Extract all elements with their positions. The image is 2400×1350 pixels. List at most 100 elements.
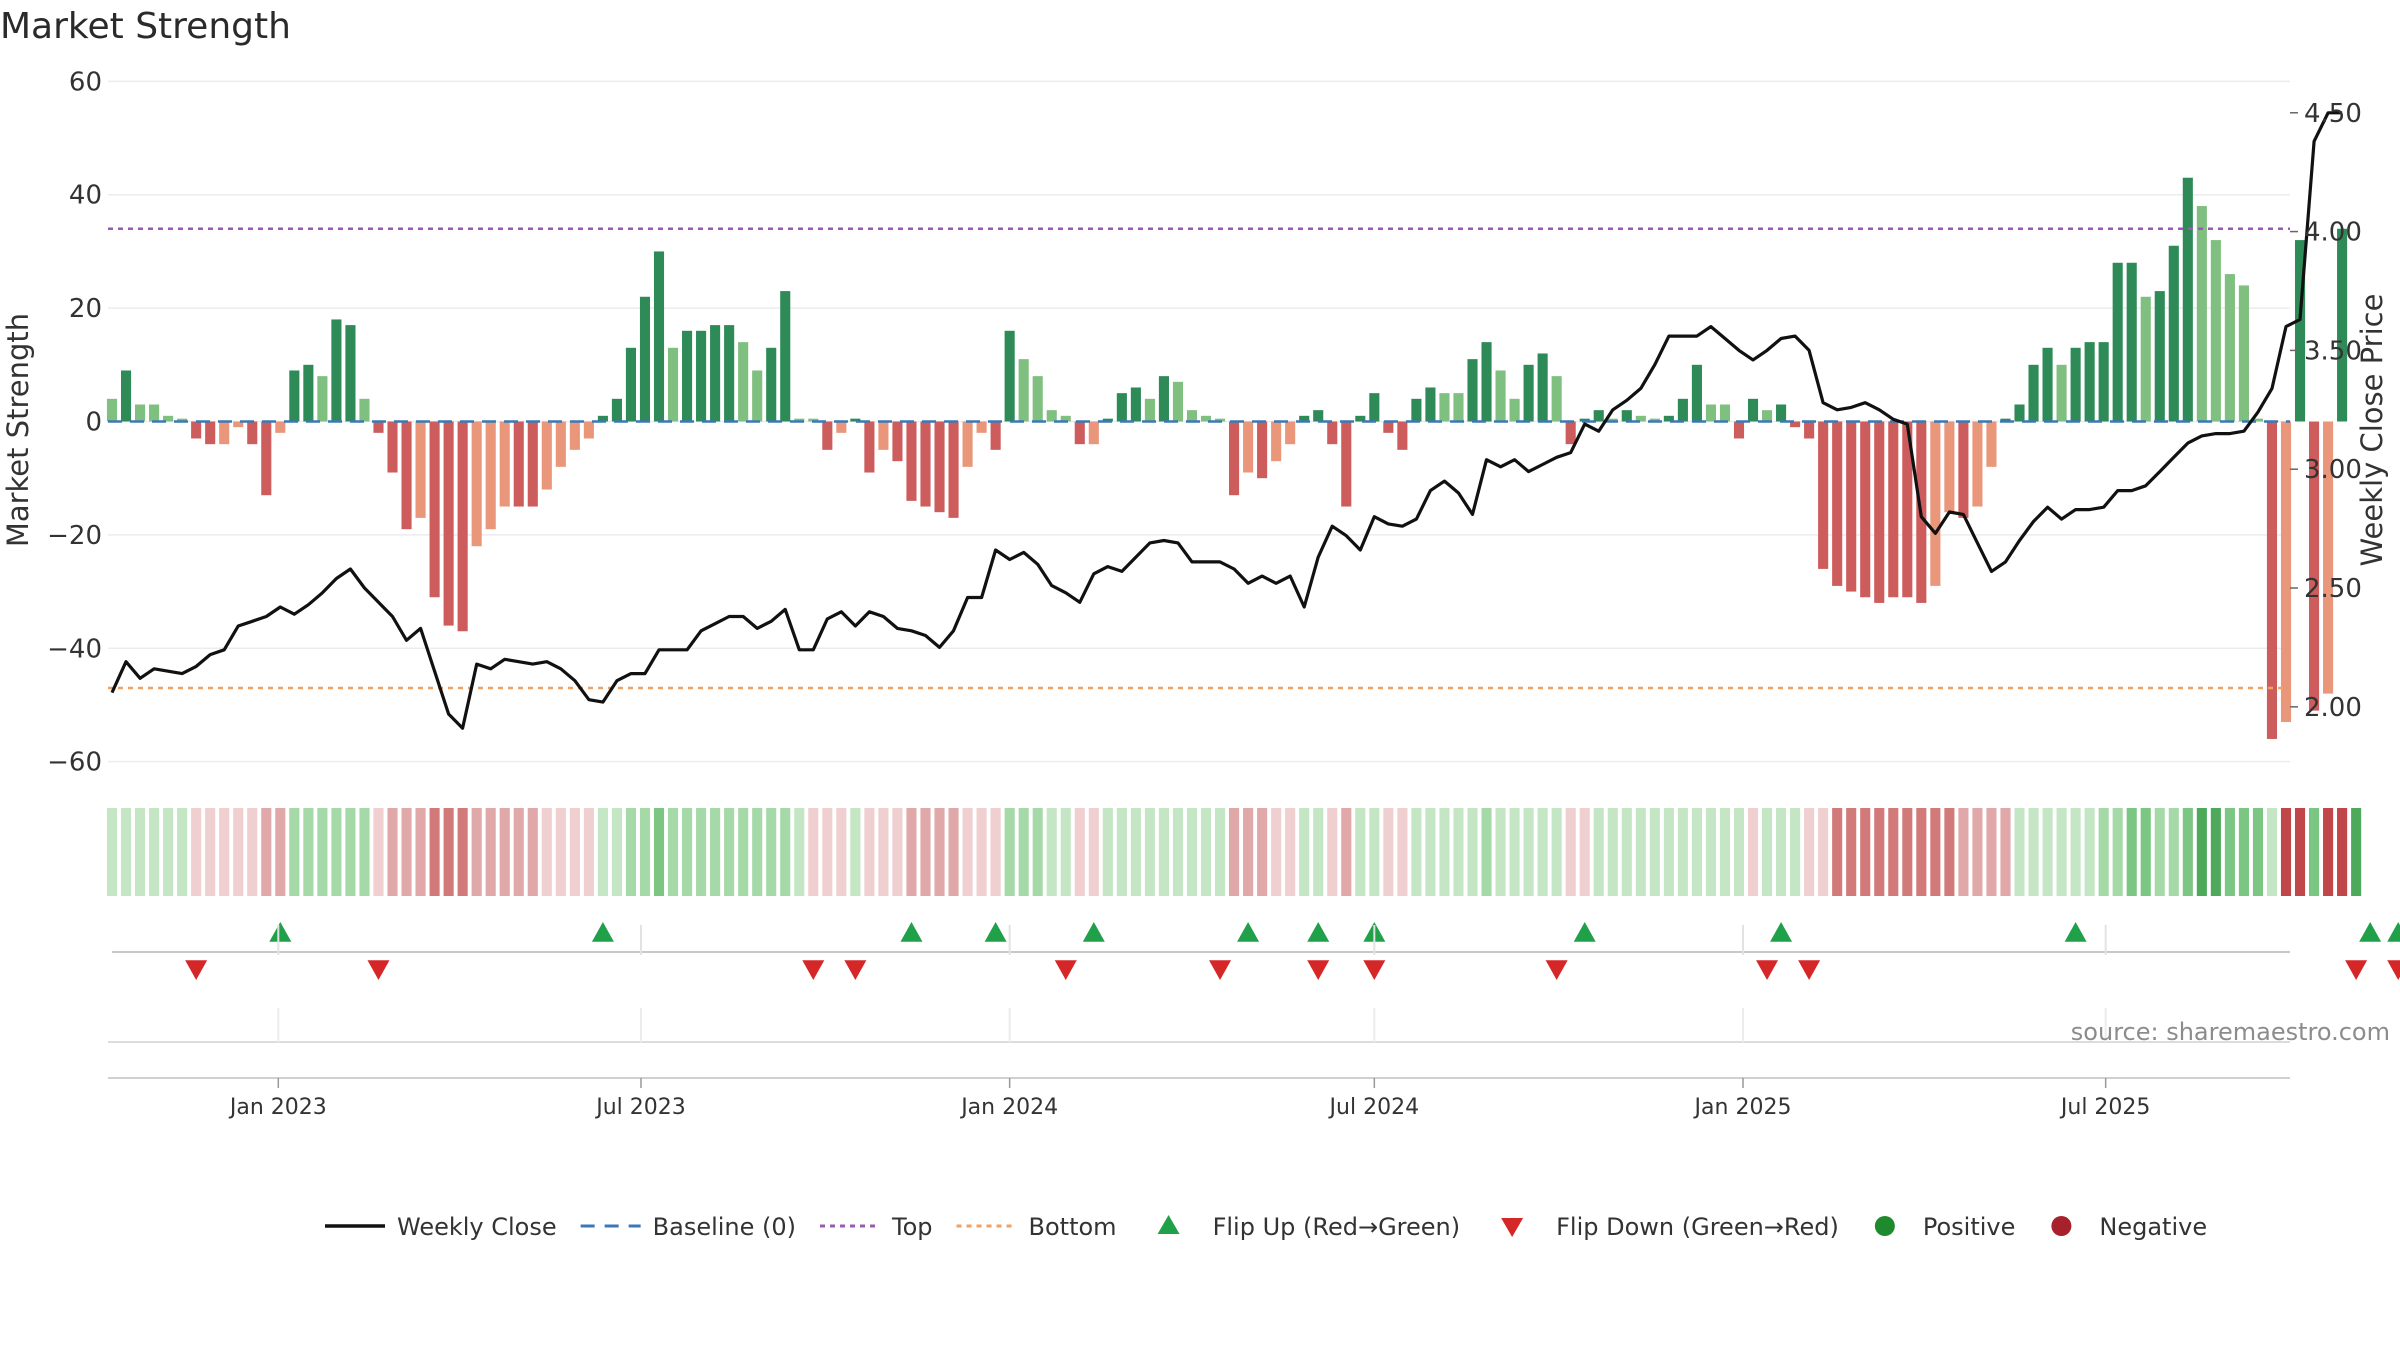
strength-bar: [2126, 262, 2137, 422]
flip-down-marker: [1798, 960, 1821, 980]
strength-bar: [625, 347, 637, 422]
x-tick-label: Jul 2024: [1328, 1095, 1420, 1120]
strength-bar: [1467, 359, 1478, 422]
strength-bar: [1411, 398, 1422, 422]
state-cell: [303, 808, 314, 896]
strength-bar: [106, 398, 118, 422]
strength-bar: [2252, 418, 2263, 422]
strength-bar: [1088, 421, 1099, 445]
state-cell: [2351, 808, 2362, 896]
strength-bar: [261, 421, 272, 496]
strength-bar: [2028, 364, 2039, 422]
state-cell: [513, 808, 524, 896]
state-cell: [1018, 808, 1029, 896]
strength-bar: [597, 415, 608, 422]
strength-bar: [1986, 421, 1997, 467]
state-cell: [1719, 808, 1731, 896]
strength-bar: [1158, 376, 1169, 422]
state-cell: [2028, 808, 2039, 896]
strength-bar: [1313, 410, 1324, 422]
strength-bar: [1972, 421, 1983, 507]
flip-down-marker: [2387, 960, 2400, 980]
state-cell: [1888, 808, 1899, 896]
strength-bar: [401, 421, 412, 530]
strength-bar: [1958, 421, 1969, 518]
state-cell: [1776, 808, 1787, 896]
state-cell: [1930, 808, 1941, 896]
state-cell: [359, 808, 370, 896]
legend-item: Negative: [2051, 1213, 2207, 1241]
legend-item: Positive: [1874, 1213, 2015, 1241]
strength-bar: [247, 421, 258, 445]
state-cell: [2084, 808, 2095, 896]
x-tick-label: Jan 2024: [959, 1095, 1058, 1120]
strength-bar: [1018, 359, 1029, 422]
strength-bar: [1761, 410, 1773, 422]
state-cell: [794, 808, 805, 896]
state-cell: [1243, 808, 1254, 896]
state-cell: [1860, 808, 1871, 896]
flip-down-marker: [1054, 960, 1077, 980]
strength-bar: [1383, 421, 1394, 433]
state-cell: [906, 808, 917, 896]
flip-up-marker: [2359, 922, 2382, 942]
state-cell: [1439, 808, 1450, 896]
strength-bar: [724, 325, 735, 422]
y-tick-label: −40: [47, 634, 102, 664]
strength-bar: [1930, 421, 1941, 586]
strength-bar: [808, 418, 819, 422]
state-cell: [191, 808, 202, 896]
legend-label: Negative: [2099, 1213, 2207, 1241]
legend-label: Top: [891, 1213, 933, 1241]
state-cell: [1944, 808, 1955, 896]
strength-bar: [990, 421, 1001, 450]
state-cell: [2098, 808, 2109, 896]
state-cell: [892, 808, 903, 896]
state-cell: [569, 808, 580, 896]
state-cell: [247, 808, 258, 896]
strength-bar: [1579, 418, 1590, 422]
strength-bar: [443, 421, 454, 626]
strength-bar: [780, 291, 791, 422]
state-cell: [878, 808, 889, 896]
state-cell: [457, 808, 468, 896]
x-tick-label: Jul 2023: [594, 1095, 686, 1120]
strength-bar: [892, 421, 903, 462]
state-cell: [1818, 808, 1829, 896]
state-cell: [766, 808, 777, 896]
flip-up-marker: [1307, 922, 1330, 942]
state-cell: [2014, 808, 2025, 896]
legend-flip-down-icon: [1501, 1218, 1524, 1237]
state-cell: [1271, 808, 1282, 896]
state-cell: [1565, 808, 1576, 896]
state-cell: [780, 808, 791, 896]
state-cell: [233, 808, 244, 896]
y2-tick-label: 2.00: [2304, 693, 2362, 723]
state-cell: [2168, 808, 2179, 896]
strength-bar: [149, 404, 160, 422]
strength-bar: [1116, 393, 1127, 422]
strength-bar: [2196, 206, 2207, 422]
state-cell: [2000, 808, 2011, 896]
state-cell: [611, 808, 622, 896]
state-cell: [415, 808, 426, 896]
strength-bar: [1186, 410, 1198, 422]
strength-bar: [1804, 421, 1815, 439]
chart-title: Market Strength: [0, 6, 291, 47]
legend-item: Baseline (0): [580, 1213, 796, 1241]
state-cell: [1761, 808, 1773, 896]
strength-bar: [1439, 393, 1450, 422]
flip-up-marker: [900, 922, 923, 942]
y-tick-label: −60: [47, 748, 102, 778]
state-cell: [696, 808, 707, 896]
strength-bar: [1229, 421, 1240, 496]
strength-bar: [948, 421, 959, 518]
state-cell: [2280, 808, 2292, 896]
strength-bar: [1285, 421, 1296, 445]
state-cell: [1341, 808, 1352, 896]
strength-bar: [1621, 410, 1632, 422]
y-tick-label: 0: [85, 407, 102, 437]
legend-item: Top: [820, 1213, 933, 1241]
state-cell: [1046, 808, 1057, 896]
